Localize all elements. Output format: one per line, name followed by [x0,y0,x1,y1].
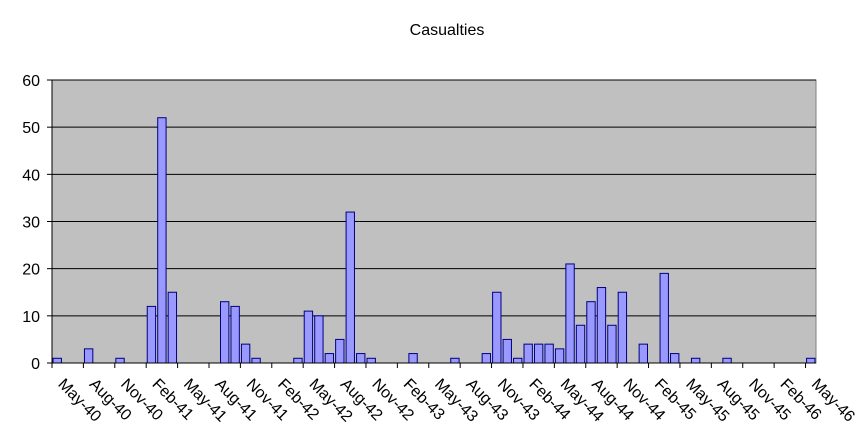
bar [638,343,649,364]
bar [324,353,335,364]
gridlines [52,79,816,317]
y-tick-label: 0 [31,356,40,373]
bar [450,357,460,364]
bar [240,343,251,364]
bar [554,348,565,364]
bar [356,353,366,364]
bar [115,357,125,364]
y-tick-label: 20 [22,262,40,279]
x-axis-ticks: May-40Aug-40Nov-40Feb-41May-41Aug-41Nov-… [51,363,858,426]
bar [544,343,554,364]
bar [219,301,230,364]
bars [52,117,816,364]
bar [806,357,816,364]
bar [533,343,544,364]
y-tick-label: 40 [22,167,40,184]
bar [293,357,303,364]
bar [575,324,586,364]
bar [146,305,157,364]
bar [408,353,418,364]
chart-title: Casualties [410,22,485,39]
bar [670,353,680,364]
bar [586,301,596,364]
bar [513,357,523,364]
bar [157,117,167,364]
bar [523,343,533,364]
bar [659,272,669,364]
y-tick-label: 10 [22,309,40,326]
y-tick-label: 50 [22,120,40,137]
bar [251,357,261,364]
bar [502,338,512,364]
y-axis-ticks: 0 10 20 30 40 50 60 [22,73,52,373]
y-tick-label: 60 [22,73,40,90]
bar [303,310,314,364]
y-tick-label: 30 [22,215,40,232]
bar [565,263,575,364]
bar [481,353,492,364]
bar [52,357,62,364]
bar [596,287,607,364]
bar [607,324,617,364]
bar [722,357,732,364]
bar [167,291,178,364]
bar [345,211,355,364]
bar [617,291,628,364]
bar [492,291,502,364]
bar [314,315,324,364]
bar [690,357,701,364]
bar [366,357,376,364]
bar [335,338,345,364]
bar [83,348,94,364]
bar [230,305,240,364]
